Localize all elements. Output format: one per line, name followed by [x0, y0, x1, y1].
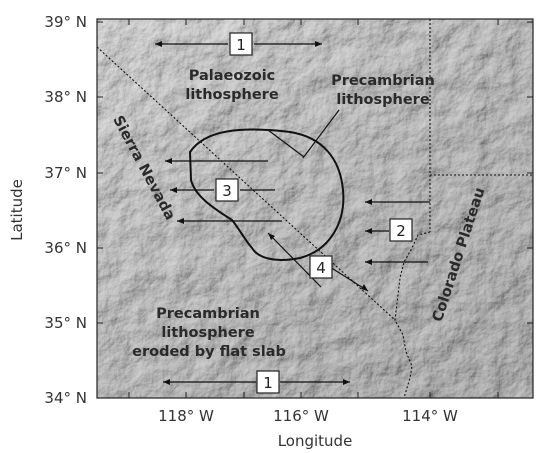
- x-axis: [128, 19, 499, 398]
- precambrian-sw-label-3: eroded by flat slab: [132, 344, 286, 360]
- marker-west-label: 3: [222, 182, 232, 200]
- y-tick-34: 34° N: [44, 389, 87, 407]
- precambrian-sw-label-1: Precambrian: [156, 306, 260, 322]
- marker-east-label: 2: [396, 222, 406, 240]
- arrows: [155, 41, 430, 385]
- marker-bottom-label: 1: [263, 374, 273, 392]
- marker-top-label: 1: [236, 36, 246, 54]
- precambrian-ne-label-1: Precambrian: [331, 73, 435, 89]
- marker-east: 2: [389, 218, 413, 242]
- marker-west: 3: [215, 178, 239, 202]
- y-axis: [97, 21, 533, 399]
- marker-bottom: 1: [256, 370, 280, 394]
- x-tick-116w: 116° W: [273, 407, 329, 425]
- y-tick-36: 36° N: [44, 239, 87, 257]
- marker-center-label: 4: [316, 259, 326, 277]
- x-axis-title: Longitude: [278, 432, 353, 450]
- palaeozoic-label-1: Palaeozoic: [189, 68, 276, 84]
- relief-basemap: [97, 19, 533, 398]
- marker-top: 1: [229, 32, 253, 56]
- y-tick-35: 35° N: [44, 314, 87, 332]
- map-frame: [96, 18, 534, 399]
- y-tick-37: 37° N: [44, 164, 87, 182]
- precambrian-ne-label-2: lithosphere: [336, 92, 429, 108]
- precambrian-sw-label-2: lithosphere: [161, 325, 254, 341]
- x-tick-118w: 118° W: [158, 407, 214, 425]
- y-axis-title: Latitude: [8, 179, 26, 241]
- california-nevada-border: [97, 46, 396, 321]
- marker-center: 4: [309, 255, 333, 279]
- y-tick-38: 38° N: [44, 88, 87, 106]
- y-tick-39: 39° N: [44, 13, 87, 31]
- region-outline: [188, 128, 345, 261]
- palaeozoic-label-2: lithosphere: [185, 87, 278, 103]
- x-tick-114w: 114° W: [402, 407, 458, 425]
- state-borders: [97, 19, 533, 398]
- colorado-river-border: [394, 231, 431, 398]
